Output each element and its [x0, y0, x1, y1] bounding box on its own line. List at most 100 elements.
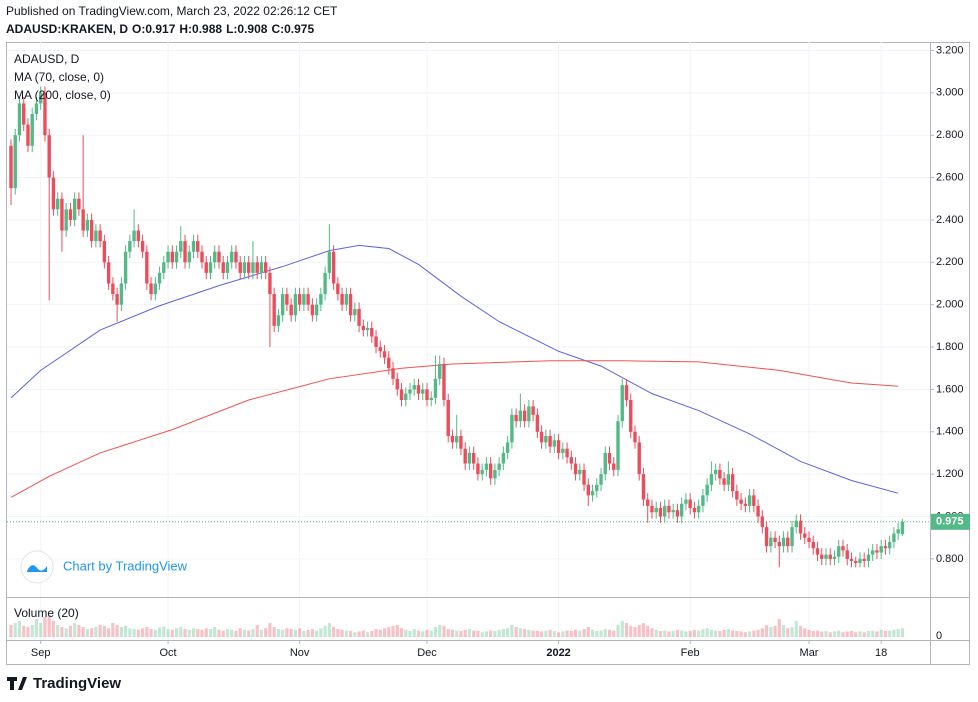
volume-bar [501, 629, 505, 637]
volume-bar [408, 631, 412, 637]
candle-body [896, 529, 900, 534]
watermark-icon [27, 565, 47, 572]
volume-bar [149, 629, 153, 637]
candle-body [709, 474, 714, 485]
y-tick-label: 1.400 [936, 426, 964, 438]
watermark-text: Chart by TradingView [63, 558, 188, 573]
candle-body [718, 469, 722, 479]
volume-bar [837, 630, 841, 637]
candle-body [77, 198, 81, 210]
candle-body [115, 294, 119, 305]
candle-body [85, 219, 90, 231]
candle-body [794, 520, 798, 528]
volume-bar [535, 631, 539, 637]
volume-bar [404, 629, 408, 637]
volume-bar [348, 631, 353, 637]
candle-body [221, 262, 225, 273]
volume-bar [421, 631, 425, 637]
candle-body [361, 325, 366, 331]
ohlc-label: O: [132, 22, 145, 36]
candle-body [421, 389, 425, 394]
volume-bar [136, 629, 140, 637]
candle-body [539, 431, 544, 443]
candle-body [514, 414, 518, 422]
volume-tick-label: 0 [936, 630, 942, 642]
volume-bar [132, 629, 136, 637]
volume-bar [13, 623, 17, 637]
y-tick-label: 1.600 [936, 383, 964, 395]
volume-bar [875, 631, 879, 637]
volume-bar [124, 625, 128, 637]
x-tick-label: Dec [417, 647, 437, 659]
volume-bar [365, 632, 370, 637]
y-tick-label: 2.200 [936, 256, 964, 268]
candle-body [102, 241, 107, 263]
volume-bar [705, 628, 709, 637]
volume-bar [658, 631, 663, 637]
candle-body [412, 385, 416, 390]
candle-body [845, 550, 849, 559]
candle-body [280, 294, 285, 316]
candle-body [166, 251, 170, 263]
volume-bar [225, 629, 230, 637]
candle-body [81, 209, 85, 231]
y-tick-label: 2.400 [936, 214, 964, 226]
brand-logo [7, 677, 27, 690]
volume-bar [438, 625, 442, 637]
candle-body [60, 198, 64, 231]
volume-bar [684, 631, 688, 637]
candle-body [263, 262, 268, 273]
candle-body [781, 537, 786, 547]
volume-bar [612, 630, 616, 637]
volume-bar [208, 629, 213, 637]
volume-bar [213, 627, 217, 637]
volume-bar [510, 625, 514, 637]
candle-body [395, 378, 399, 390]
candle-body [701, 495, 705, 506]
ma-line [10, 360, 899, 498]
candle-body [374, 336, 378, 348]
volume-bar [107, 628, 111, 637]
candle-body [849, 558, 854, 561]
watermark-icon-bg [20, 550, 54, 584]
volume-bar [888, 630, 892, 637]
volume-bar [620, 621, 624, 637]
candle-body [739, 499, 743, 504]
volume-bar [179, 627, 183, 637]
candle-body [429, 397, 433, 400]
volume-bar [556, 632, 561, 637]
volume-bar [323, 625, 327, 637]
volume-bar [595, 631, 599, 637]
candle-body [247, 262, 251, 273]
candle-body [650, 505, 654, 513]
candle-body [293, 294, 298, 316]
volume-bar [760, 628, 764, 637]
indicator-lines [10, 244, 899, 498]
candle-body [408, 389, 412, 394]
volume-bar [174, 628, 179, 637]
candle-body [9, 145, 13, 189]
candle-body [459, 436, 463, 449]
candle-body [607, 452, 612, 464]
volume-bar [709, 629, 713, 637]
grid [7, 42, 930, 640]
candle-body [136, 230, 141, 242]
x-tick-label: Mar [800, 647, 819, 659]
candle-body [446, 399, 450, 437]
volume-bar [786, 628, 790, 637]
volume-bar [34, 619, 39, 637]
candle-body [106, 262, 111, 284]
candle-body [306, 294, 310, 305]
candle-body [713, 469, 718, 475]
x-tick-label: Feb [681, 647, 700, 659]
volume-bar [26, 627, 30, 637]
ohlc-value: 0.988 [192, 22, 222, 36]
y-tick-label: 2.800 [936, 129, 964, 141]
candle-body [289, 304, 293, 316]
candle-body [493, 469, 497, 479]
volume-bar [306, 629, 310, 637]
volume-bar [854, 632, 858, 637]
volume-bar [561, 631, 565, 637]
volume-bar [395, 625, 399, 637]
candle-body [276, 315, 281, 326]
